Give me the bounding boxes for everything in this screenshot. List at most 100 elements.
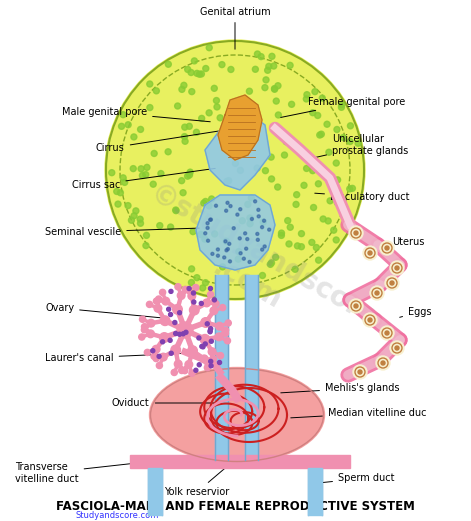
Text: Ovary: Ovary	[45, 303, 160, 318]
Circle shape	[236, 213, 239, 216]
Circle shape	[147, 319, 155, 327]
Circle shape	[203, 66, 209, 71]
Circle shape	[209, 218, 211, 221]
Circle shape	[239, 208, 242, 210]
Circle shape	[262, 219, 266, 222]
Circle shape	[200, 355, 208, 363]
Circle shape	[155, 296, 162, 302]
Circle shape	[247, 215, 253, 221]
Circle shape	[122, 179, 128, 185]
Circle shape	[211, 356, 217, 362]
Circle shape	[188, 292, 195, 300]
Circle shape	[209, 327, 213, 331]
Circle shape	[268, 260, 275, 266]
Circle shape	[141, 327, 147, 333]
Circle shape	[292, 266, 298, 272]
Circle shape	[139, 172, 146, 179]
Text: Cirrus: Cirrus	[96, 129, 235, 153]
Circle shape	[213, 301, 219, 307]
Circle shape	[192, 291, 195, 295]
Circle shape	[194, 368, 198, 373]
Circle shape	[285, 218, 291, 224]
Text: Oviduct: Oviduct	[112, 398, 219, 408]
Circle shape	[198, 71, 204, 77]
Circle shape	[120, 111, 126, 118]
Circle shape	[260, 248, 264, 251]
Circle shape	[119, 123, 124, 129]
Circle shape	[210, 307, 218, 315]
Circle shape	[201, 345, 205, 349]
Circle shape	[189, 89, 195, 95]
Circle shape	[234, 117, 240, 123]
Circle shape	[173, 208, 179, 214]
Circle shape	[226, 201, 229, 204]
Circle shape	[144, 232, 149, 239]
Circle shape	[189, 370, 195, 376]
Circle shape	[179, 86, 185, 92]
Circle shape	[143, 243, 149, 249]
Circle shape	[257, 215, 260, 218]
Circle shape	[213, 97, 219, 104]
Circle shape	[206, 222, 209, 225]
Circle shape	[275, 83, 281, 89]
Circle shape	[224, 178, 230, 184]
Circle shape	[390, 261, 404, 275]
Circle shape	[247, 221, 253, 227]
Circle shape	[254, 165, 260, 171]
Circle shape	[239, 218, 245, 224]
Circle shape	[146, 301, 153, 307]
Circle shape	[203, 299, 211, 307]
Circle shape	[192, 300, 196, 304]
Circle shape	[320, 216, 326, 222]
Circle shape	[154, 88, 159, 94]
Circle shape	[224, 240, 227, 243]
Circle shape	[131, 134, 137, 140]
Circle shape	[144, 350, 150, 355]
Circle shape	[160, 353, 167, 361]
Circle shape	[390, 281, 394, 285]
Circle shape	[216, 322, 223, 330]
Circle shape	[239, 252, 242, 255]
Circle shape	[272, 86, 277, 92]
Circle shape	[179, 178, 185, 184]
Circle shape	[219, 61, 225, 68]
Circle shape	[228, 67, 234, 72]
Circle shape	[188, 346, 197, 355]
Circle shape	[208, 348, 216, 355]
Circle shape	[263, 77, 269, 83]
Circle shape	[326, 149, 332, 155]
Circle shape	[256, 238, 260, 241]
Circle shape	[117, 190, 123, 196]
Circle shape	[325, 218, 331, 224]
Text: Seminal vescile: Seminal vescile	[45, 227, 199, 237]
Circle shape	[333, 160, 339, 166]
Circle shape	[269, 53, 275, 59]
Circle shape	[211, 299, 217, 305]
Circle shape	[191, 58, 197, 64]
Text: Unicellular
prostate glands: Unicellular prostate glands	[316, 134, 408, 157]
Circle shape	[334, 177, 341, 183]
Circle shape	[181, 82, 187, 88]
Circle shape	[189, 305, 199, 315]
Polygon shape	[245, 275, 258, 460]
Circle shape	[368, 318, 372, 322]
Circle shape	[211, 231, 218, 237]
Circle shape	[354, 231, 358, 235]
Circle shape	[173, 305, 182, 314]
Circle shape	[339, 102, 345, 108]
Circle shape	[228, 242, 231, 245]
Circle shape	[162, 297, 170, 305]
Circle shape	[169, 289, 173, 293]
Circle shape	[217, 254, 219, 257]
Circle shape	[154, 304, 162, 312]
Polygon shape	[148, 468, 162, 515]
Circle shape	[262, 168, 268, 173]
Circle shape	[299, 231, 304, 237]
Circle shape	[278, 232, 284, 239]
Circle shape	[208, 330, 212, 334]
Text: Median vitelline duc: Median vitelline duc	[291, 408, 427, 418]
Circle shape	[199, 302, 203, 305]
Circle shape	[268, 262, 273, 267]
Circle shape	[260, 272, 266, 278]
Circle shape	[209, 359, 213, 363]
